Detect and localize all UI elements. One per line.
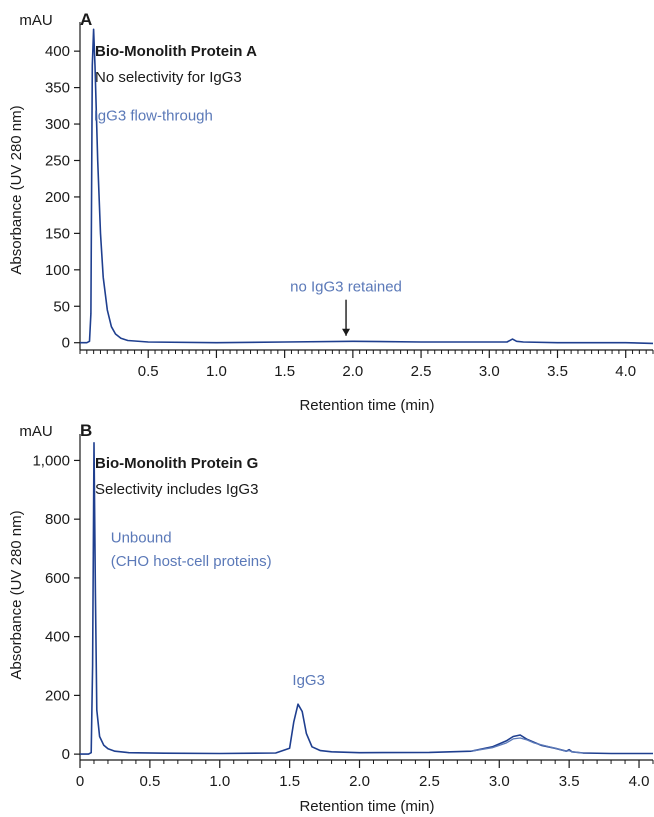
panel-b-annotation-igg3: IgG3 — [292, 672, 325, 689]
panel-b-subtitle: Selectivity includes IgG3 — [95, 481, 258, 498]
panel-b-letter: B — [80, 421, 92, 440]
y-tick-label: 600 — [45, 570, 70, 587]
x-tick-label: 3.5 — [547, 363, 568, 380]
y-tick-label: 0 — [62, 746, 70, 763]
y-tick-label: 400 — [45, 629, 70, 646]
x-tick-label: 2.5 — [419, 773, 440, 790]
panel-b-annotation-unbound: Unbound — [111, 530, 172, 547]
panel-b-title: Bio-Monolith Protein G — [95, 455, 258, 472]
panel-a-annotation-no-igg3: no IgG3 retained — [290, 279, 402, 296]
arrow-head — [342, 328, 351, 336]
panel-b-y-ticks: 0 200 400 600 800 1,000 — [32, 452, 80, 763]
panel-a-letter: A — [80, 10, 92, 29]
x-tick-label: 1.5 — [279, 773, 300, 790]
y-tick-label: 150 — [45, 225, 70, 242]
y-tick-label: 350 — [45, 80, 70, 97]
panel-a-annotation-flow-through: IgG3 flow-through — [94, 107, 213, 124]
x-tick-label: 3.0 — [479, 363, 500, 380]
y-tick-label: 0 — [62, 335, 70, 352]
x-tick-label: 4.0 — [629, 773, 650, 790]
chromatogram-trace-1 — [80, 28, 654, 345]
panel-b-unit-label: mAU — [19, 423, 52, 440]
x-tick-label: 0.5 — [139, 773, 160, 790]
panel-a-unit-label: mAU — [19, 12, 52, 29]
x-tick-label: 2.5 — [411, 363, 432, 380]
panel-a-x-axis-label: Retention time (min) — [299, 397, 434, 414]
x-tick-label: 0.5 — [138, 363, 159, 380]
panel-b-x-axis-label: Retention time (min) — [299, 798, 434, 815]
y-tick-label: 250 — [45, 152, 70, 169]
x-tick-label: 1.0 — [209, 773, 230, 790]
chromatogram-trace-2 — [471, 737, 584, 754]
x-tick-label: 0 — [76, 773, 84, 790]
panel-a-subtitle: No selectivity for IgG3 — [95, 69, 242, 86]
panel-a-y-axis-label: Absorbance (UV 280 nm) — [8, 105, 25, 274]
panel-b-annotation-host-cell: (CHO host-cell proteins) — [111, 553, 272, 570]
panel-a-traces — [80, 28, 654, 345]
panel-a: mAU A Bio-Monolith Protein A No selectiv… — [8, 10, 654, 414]
x-tick-label: 3.0 — [489, 773, 510, 790]
y-tick-label: 300 — [45, 116, 70, 133]
y-tick-label: 800 — [45, 511, 70, 528]
panel-b-x-ticks: 0 0.5 1.0 1.5 2.0 2.5 3.0 3.5 4.0 — [76, 760, 650, 790]
panel-a-x-minor-ticks — [79, 350, 654, 354]
panel-b-x-minor-ticks — [93, 760, 654, 764]
x-tick-label: 2.0 — [349, 773, 370, 790]
panel-a-x-ticks: 0.5 1.0 1.5 2.0 2.5 3.0 3.5 4.0 — [138, 350, 636, 380]
panel-a-y-ticks: 0 50 100 150 200 250 300 350 400 — [45, 43, 80, 352]
y-tick-label: 50 — [53, 298, 70, 315]
y-tick-label: 1,000 — [32, 452, 70, 469]
y-tick-label: 200 — [45, 189, 70, 206]
panel-a-arrow — [342, 299, 351, 336]
panel-b-y-axis-label: Absorbance (UV 280 nm) — [8, 510, 25, 679]
panel-a-title: Bio-Monolith Protein A — [95, 43, 257, 60]
panel-b: mAU B Bio-Monolith Protein G Selectivity… — [8, 421, 654, 815]
panel-b-traces — [80, 441, 653, 755]
x-tick-label: 4.0 — [615, 363, 636, 380]
x-tick-label: 2.0 — [342, 363, 363, 380]
y-tick-label: 100 — [45, 262, 70, 279]
x-tick-label: 3.5 — [559, 773, 580, 790]
x-tick-label: 1.0 — [206, 363, 227, 380]
y-tick-label: 400 — [45, 43, 70, 60]
y-tick-label: 200 — [45, 687, 70, 704]
x-tick-label: 1.5 — [274, 363, 295, 380]
